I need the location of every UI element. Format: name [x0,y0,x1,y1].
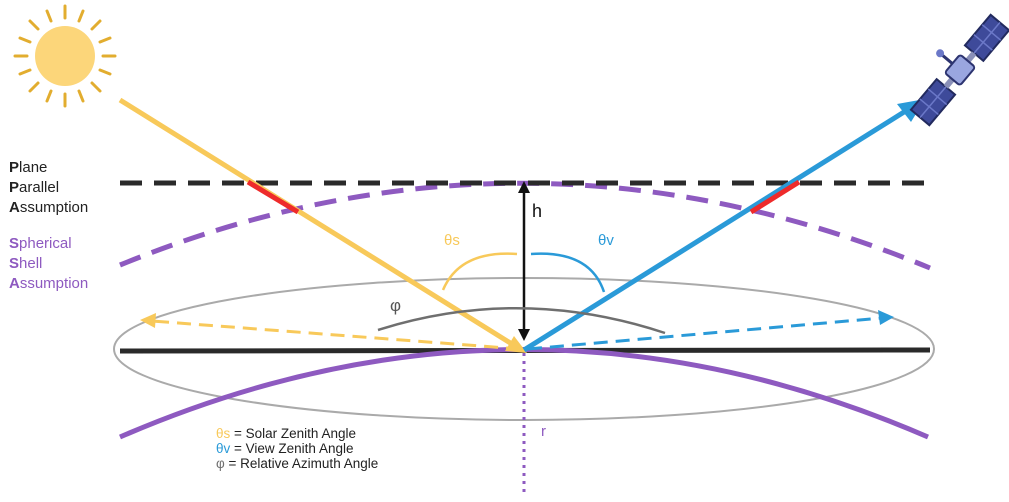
solar-ray-plane-segment [246,179,300,215]
satellite-icon [909,13,1009,127]
legend-text-relative-azimuth: = Relative Azimuth Angle [224,456,379,471]
sphere-label-initial-1: S [9,235,20,252]
solar-azimuth-arrowhead [140,313,156,328]
plane-label-rest-2: arallel [19,179,60,196]
legend-text-solar-zenith: = Solar Zenith Angle [230,426,356,441]
plane-label-initial-1: P [9,159,20,176]
view-ray [522,104,914,353]
legend-item-view-zenith: θv = View Zenith Angle [216,441,378,456]
height-arrow-top-head [518,181,530,193]
sphere-label-rest-3: ssumption [19,275,89,292]
radius-symbol: r [541,423,546,440]
solar-azimuth-projection [151,319,521,351]
plane-label-initial-3: A [9,199,20,216]
legend-symbol-phi: φ [216,456,225,471]
view-ray-plane-segment [749,179,801,215]
height-symbol: h [532,201,543,221]
plane-label-initial-2: P [9,179,20,196]
theta-v-symbol: θv [598,232,614,249]
phi-symbol: φ [390,296,402,315]
legend-symbol-theta-v: θv [216,441,231,456]
spherical-shell-label: Spherical Shell Assumption [9,234,88,294]
theta-s-symbol: θs [444,232,460,249]
sphere-label-initial-3: A [9,275,20,292]
sphere-label-initial-2: S [9,255,20,272]
sphere-label-rest-2: hell [19,255,43,272]
legend-item-solar-zenith: θs = Solar Zenith Angle [216,426,378,441]
view-zenith-arc [530,252,606,293]
legend: θs = Solar Zenith Angle θv = View Zenith… [216,426,378,471]
solar-zenith-arc [441,252,518,291]
view-azimuth-arrowhead [878,310,894,325]
height-arrow-bottom-head [518,329,530,341]
relative-azimuth-arc [377,307,666,335]
legend-symbol-theta-s: θs [216,426,231,441]
legend-item-relative-azimuth: φ = Relative Azimuth Angle [216,456,378,471]
sphere-label-rest-1: pherical [19,235,72,252]
plane-label-rest-1: lane [19,159,48,176]
plane-parallel-label: Plane Parallel Assumption [9,158,88,218]
view-azimuth-projection [527,316,883,351]
plane-label-rest-3: ssumption [19,199,89,216]
legend-text-view-zenith: = View Zenith Angle [230,441,354,456]
solar-ray [118,97,514,347]
sun-icon [13,4,117,108]
